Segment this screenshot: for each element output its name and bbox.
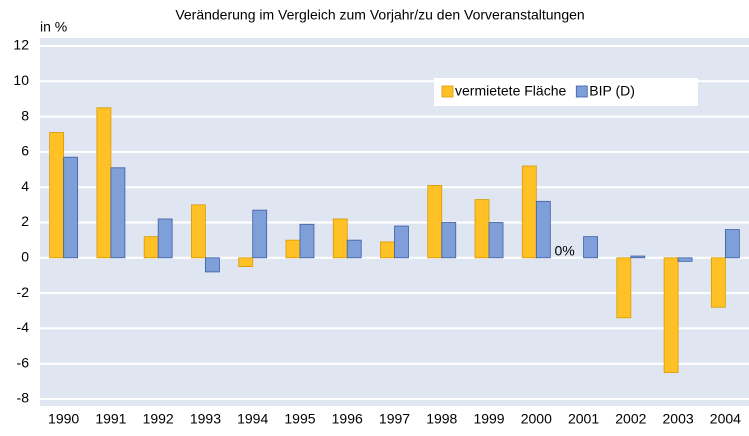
bar	[238, 257, 254, 268]
data-label: 0%	[554, 243, 574, 259]
bar	[616, 257, 632, 319]
bar	[299, 223, 315, 259]
legend-label: vermietete Fläche	[455, 83, 566, 99]
bar	[332, 218, 348, 259]
x-tick-label: 1997	[379, 411, 410, 427]
x-tick-label: 1993	[190, 411, 221, 427]
bar	[724, 229, 740, 259]
bar	[677, 257, 693, 262]
bar	[488, 222, 504, 259]
bar	[663, 257, 679, 373]
x-tick-label: 1991	[95, 411, 126, 427]
y-tick-label: 4	[21, 178, 29, 194]
bar	[427, 185, 443, 259]
bar	[110, 167, 126, 259]
bar	[630, 255, 646, 259]
y-tick-label: -8	[17, 390, 30, 406]
bar	[49, 132, 65, 259]
bar	[285, 239, 301, 259]
y-tick-label: 12	[13, 37, 29, 53]
x-tick-label: 1998	[426, 411, 457, 427]
bar	[205, 257, 220, 273]
x-tick-label: 2004	[710, 411, 741, 427]
bar	[143, 236, 159, 259]
x-tick-label: 1992	[143, 411, 174, 427]
x-tick-label: 1990	[48, 411, 79, 427]
y-tick-label: 10	[13, 72, 29, 88]
bar	[394, 225, 409, 259]
bar	[96, 107, 112, 259]
bar	[346, 239, 362, 259]
bar	[441, 222, 457, 259]
y-tick-label: 6	[21, 143, 29, 159]
bar	[535, 200, 551, 259]
y-axis-label: in %	[40, 19, 67, 35]
legend-swatch	[575, 85, 588, 98]
x-tick-label: 1999	[473, 411, 504, 427]
y-tick-label: 2	[21, 213, 29, 229]
x-tick-label: 2001	[568, 411, 599, 427]
bar	[63, 156, 79, 259]
bar	[583, 236, 598, 259]
bar	[191, 204, 206, 259]
chart-title: Veränderung im Vergleich zum Vorjahr/zu …	[175, 7, 584, 23]
bar	[157, 218, 173, 259]
bar	[474, 199, 490, 259]
x-tick-label: 2000	[521, 411, 552, 427]
y-tick-label: -2	[17, 284, 30, 300]
legend-box	[434, 78, 698, 106]
legend-label: BIP (D)	[589, 83, 635, 99]
bar	[521, 165, 537, 259]
bar	[710, 257, 726, 308]
y-tick-label: 8	[21, 107, 29, 123]
x-tick-label: 1994	[237, 411, 268, 427]
x-tick-label: 2002	[615, 411, 646, 427]
x-tick-label: 1995	[284, 411, 315, 427]
x-tick-label: 2003	[663, 411, 694, 427]
y-tick-label: -6	[17, 354, 30, 370]
bar	[252, 209, 268, 259]
legend-swatch	[441, 85, 454, 98]
x-tick-label: 1996	[332, 411, 363, 427]
bar	[380, 241, 395, 259]
y-tick-label: 0	[21, 249, 29, 265]
y-tick-label: -4	[17, 319, 30, 335]
